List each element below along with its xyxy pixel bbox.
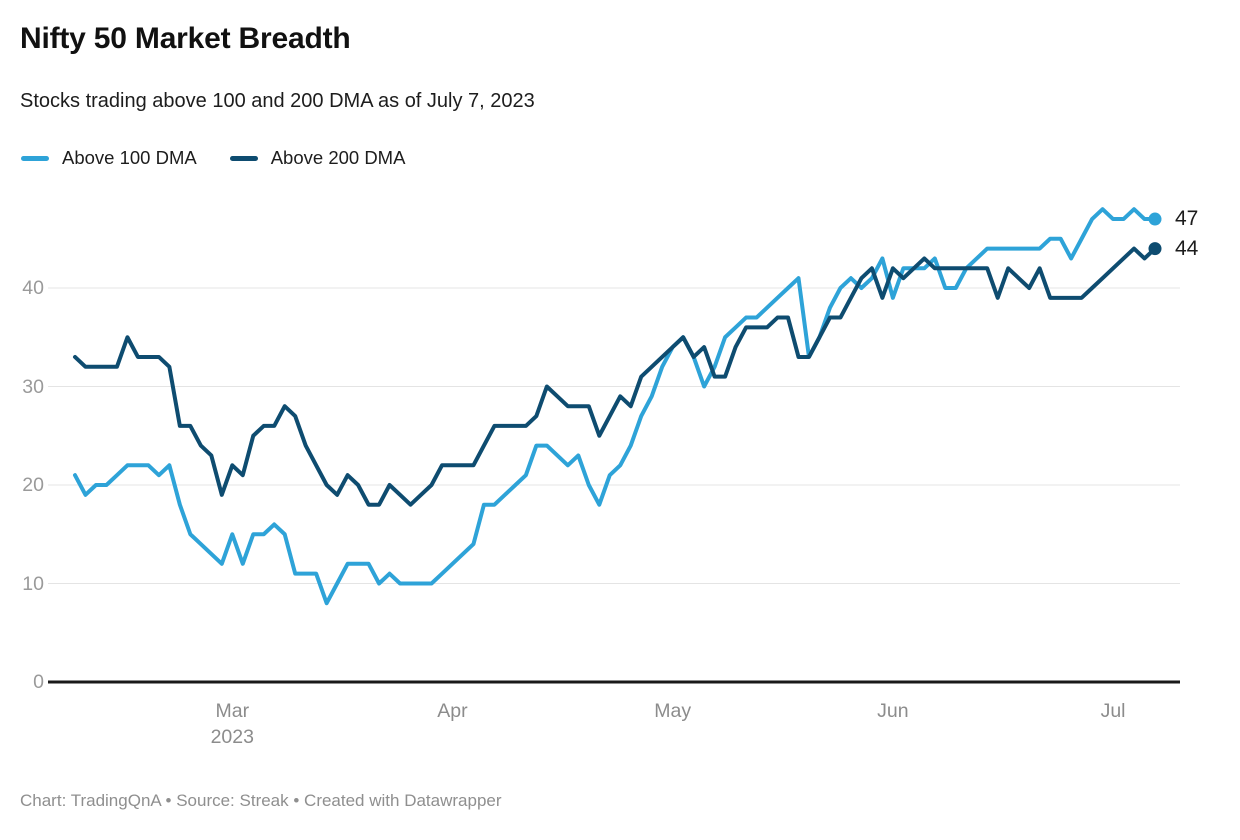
x-axis-tick-label: Apr (407, 698, 497, 724)
x-axis-tick-label: Jul (1068, 698, 1158, 724)
line-above-100-dma (73, 207, 1157, 606)
y-axis-tick-label: 0 (33, 671, 44, 693)
page-title: Nifty 50 Market Breadth (20, 22, 351, 55)
chart-subtitle: Stocks trading above 100 and 200 DMA as … (20, 90, 535, 112)
legend-label: Above 100 DMA (62, 147, 197, 168)
month-label: Apr (437, 700, 468, 722)
x-axis-tick-label: Mar 2023 (187, 698, 277, 750)
legend-item-above-100-dma: Above 100 DMA (21, 147, 197, 169)
x-axis-tick-label: May (628, 698, 718, 724)
end-value-label-above-100-dma: 47 (1175, 207, 1199, 231)
end-dot-above-100-dma (1148, 212, 1162, 226)
y-axis-tick-label: 10 (22, 572, 44, 595)
end-dot-above-200-dma (1148, 242, 1162, 256)
legend-label: Above 200 DMA (270, 147, 406, 168)
month-label: Jul (1100, 700, 1126, 722)
y-axis-tick-label: 40 (22, 277, 44, 299)
line-above-200-dma (73, 246, 1157, 507)
y-axis-tick-label: 30 (22, 375, 44, 398)
month-label: Mar (215, 700, 250, 722)
legend-swatch-above-200-dma-icon (229, 155, 258, 161)
month-label: Jun (877, 700, 909, 722)
month-label: May (654, 700, 692, 722)
legend-swatch-above-100-dma-icon (21, 155, 49, 161)
legend: Above 100 DMA Above 200 DMA (21, 147, 405, 169)
x-axis-tick-label: Jun (848, 698, 938, 724)
year-label: 2023 (210, 726, 254, 748)
legend-item-above-200-dma: Above 200 DMA (229, 147, 406, 169)
end-value-label-above-200-dma: 44 (1175, 236, 1199, 260)
footer-credit: Chart: TradingQnA • Source: Streak • Cre… (20, 791, 502, 810)
y-axis-tick-label: 20 (22, 474, 44, 496)
